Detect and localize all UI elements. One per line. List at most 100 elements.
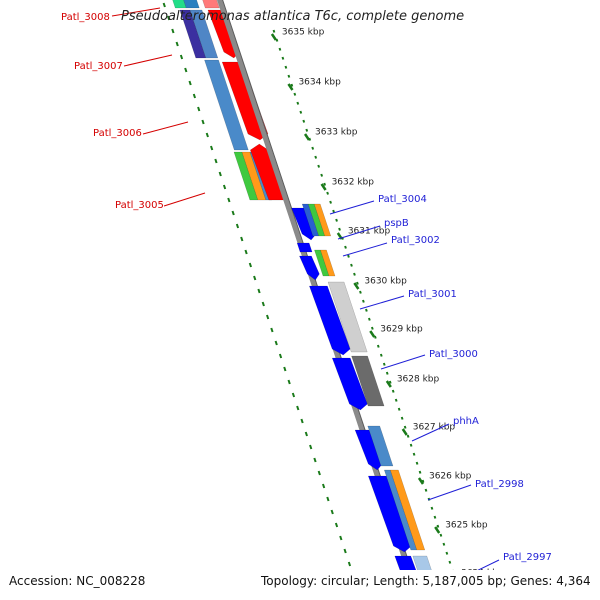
gene-label-reverse[interactable]: Patl_3000: [429, 349, 478, 360]
outer-tick: [347, 561, 352, 567]
scale-dot: [272, 29, 276, 33]
scale-major-tick: [434, 526, 441, 534]
outer-tick: [257, 288, 261, 294]
scale-dot: [382, 362, 386, 366]
scale-dot: [359, 290, 362, 294]
scale-dot: [329, 200, 332, 204]
scale-dot: [388, 380, 392, 384]
outer-tick: [261, 301, 265, 307]
scale-major-tick: [303, 133, 311, 141]
outer-tick: [231, 210, 235, 216]
scale-dot: [448, 560, 452, 564]
outer-tick: [175, 41, 179, 47]
scale-dot: [338, 227, 341, 231]
outer-tick: [244, 249, 248, 255]
scale-dot: [376, 344, 380, 348]
gene-label-forward[interactable]: Patl_3008: [61, 12, 110, 23]
outer-tick: [291, 392, 296, 398]
scale-dot: [296, 101, 300, 105]
scale-dot: [452, 569, 454, 570]
gene-block: [367, 425, 394, 467]
scale-major-tick: [417, 477, 425, 485]
reverse-gene-block-patl3000: [331, 357, 368, 411]
gene-label-reverse[interactable]: Patl_3004: [378, 194, 427, 205]
scale-dot: [353, 272, 356, 276]
scale-dot: [302, 119, 306, 123]
scale-dot: [287, 74, 291, 78]
scale-tick-label: 3634 kbp: [298, 78, 341, 88]
leader-line: [329, 200, 375, 215]
outer-tick: [309, 444, 313, 450]
outer-tick: [166, 15, 171, 21]
scale-dot: [332, 209, 335, 213]
outer-tick: [205, 132, 209, 138]
outer-tick: [201, 119, 205, 125]
scale-dot: [379, 353, 383, 357]
outer-tick: [287, 379, 291, 385]
scale-major-tick: [385, 380, 392, 388]
gene-block-patl3008: [172, 0, 187, 9]
outer-tick: [283, 366, 287, 372]
leader-line: [123, 54, 173, 67]
scale-dot: [430, 506, 434, 510]
leader-line: [411, 423, 450, 442]
outer-tick: [248, 262, 252, 268]
outer-tick: [270, 327, 274, 333]
reverse-gene-block-patl2998: [367, 475, 412, 553]
scale-tick-label: 3633 kbp: [315, 128, 358, 138]
label-leader-lines: [111, 7, 500, 570]
outer-tick: [240, 236, 244, 242]
scale-major-tick: [270, 33, 277, 41]
outer-tick: [210, 145, 214, 151]
gene-block: [320, 249, 336, 277]
gene-block: [412, 555, 432, 570]
outer-tick: [274, 340, 278, 346]
scale-dot: [350, 263, 353, 267]
gene-label-forward[interactable]: Patl_3006: [93, 128, 142, 139]
gene-label-reverse[interactable]: pspB: [384, 218, 409, 229]
scale-dot: [314, 155, 318, 159]
scale-dot: [317, 164, 321, 168]
outer-tick: [317, 470, 321, 476]
scale-dot: [424, 488, 428, 492]
gene-label-forward[interactable]: Patl_3005: [115, 200, 164, 211]
accession-label: Accession: NC_008228: [9, 574, 146, 588]
scale-dot: [370, 326, 374, 330]
scale-dot: [418, 470, 422, 474]
scale-dot: [400, 416, 404, 420]
gene-label-reverse[interactable]: Patl_3002: [391, 235, 440, 246]
gene-label-reverse[interactable]: phhA: [453, 416, 479, 427]
scale-tick-label: 3626 kbp: [429, 472, 472, 482]
outer-tick: [357, 588, 358, 592]
scale-major-tick: [369, 330, 376, 338]
scale-dot: [326, 191, 329, 195]
scale-dot: [320, 173, 324, 177]
outer-tick: [162, 2, 166, 8]
gene-label-reverse[interactable]: Patl_2998: [475, 479, 524, 490]
outer-tick: [227, 197, 231, 203]
gene-block: [189, 9, 219, 59]
gene-block: [327, 281, 368, 353]
scale-dot: [406, 434, 410, 438]
outer-tick: [179, 54, 184, 60]
reverse-gene-block-patl2997: [394, 555, 417, 570]
scale-dot: [299, 110, 303, 114]
gene-label-reverse[interactable]: Patl_2997: [503, 552, 552, 563]
outer-tick: [339, 535, 343, 541]
gene-label-forward[interactable]: Patl_3007: [74, 61, 123, 72]
outer-tick: [296, 405, 300, 411]
forward-gene-block: [202, 0, 220, 9]
scale-tick-label: 3624 kbp: [461, 569, 504, 579]
scale-dot: [445, 551, 449, 555]
scale-dot: [281, 56, 285, 60]
scale-tick-label: 3625 kbp: [445, 521, 488, 531]
outer-tick: [326, 496, 330, 502]
gene-label-reverse[interactable]: Patl_3001: [408, 289, 457, 300]
gene-block: [389, 469, 426, 551]
scale-major-tick: [287, 83, 294, 91]
outer-tick: [330, 509, 334, 515]
outer-tick: [253, 275, 257, 281]
scale-dot: [415, 461, 419, 465]
